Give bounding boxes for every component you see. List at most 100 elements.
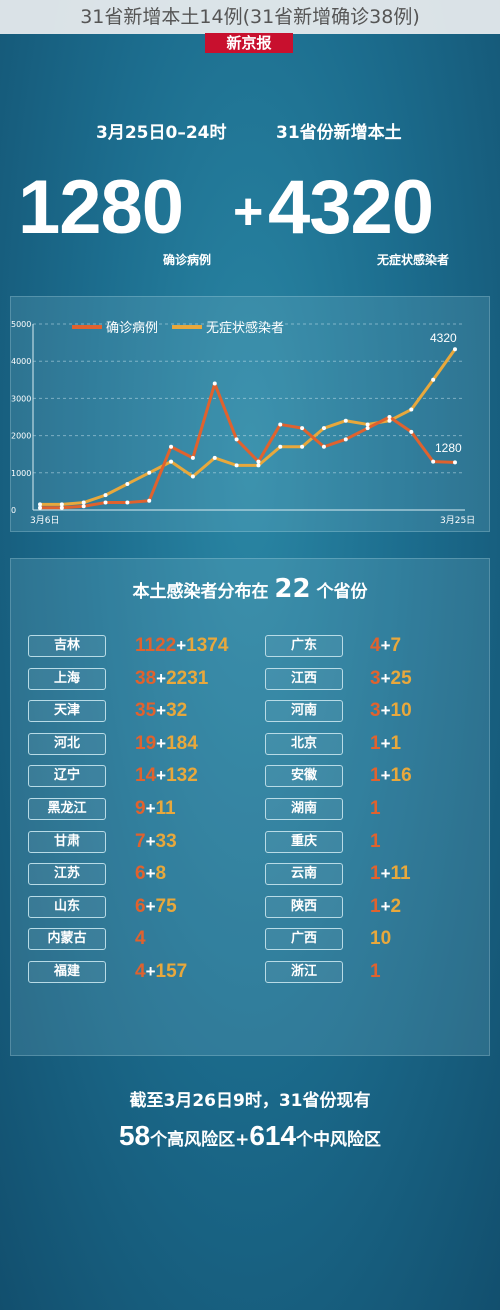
- province-name: 山东: [28, 896, 106, 918]
- confirmed-count: 4: [370, 635, 381, 656]
- data-point-confirmed: [256, 459, 261, 464]
- province-name: 重庆: [265, 831, 343, 853]
- data-point-asymptomatic: [256, 463, 261, 468]
- confirmed-label: 确诊病例: [163, 253, 212, 267]
- plus-sign: +: [380, 669, 391, 688]
- confirmed-count: 1: [370, 798, 381, 819]
- plus-sign: +: [156, 669, 167, 688]
- article-title-banner: 31省新增本土14例(31省新增确诊38例): [0, 0, 500, 34]
- province-name: 天津: [28, 700, 106, 722]
- confirmed-count: 19: [135, 733, 157, 754]
- province-counts: 1+2: [370, 895, 401, 919]
- asymptomatic-count: 75: [155, 896, 177, 917]
- province-counts: 6+8: [135, 862, 166, 886]
- distribution-title: 本土感染者分布在 22 个省份: [0, 574, 500, 604]
- data-point-confirmed: [190, 455, 195, 460]
- asymptomatic-count: 32: [166, 700, 188, 721]
- data-point-asymptomatic: [343, 418, 348, 423]
- confirmed-count: 1: [370, 863, 381, 884]
- province-counts: 4+7: [370, 634, 401, 658]
- headline-date: 3月25日0–24时: [96, 123, 227, 143]
- data-point-confirmed: [300, 426, 305, 431]
- confirmed-total: 1280: [18, 165, 184, 250]
- plus-sign: +: [176, 636, 187, 655]
- asymptomatic-count: 7: [390, 635, 402, 656]
- data-point-asymptomatic: [278, 444, 283, 449]
- asymptomatic-count: 11: [155, 798, 176, 819]
- data-point-confirmed: [169, 444, 174, 449]
- plus-sign: +: [380, 864, 391, 883]
- legend-label-confirmed: 确诊病例: [106, 321, 158, 336]
- province-name: 江苏: [28, 863, 106, 885]
- legend-label-asymptomatic: 无症状感染者: [206, 320, 284, 336]
- asymptomatic-count: 33: [155, 831, 177, 852]
- high-risk-text: 个高风险区+: [150, 1130, 250, 1150]
- headline-subject: 31省份新增本土: [276, 123, 402, 143]
- data-point-confirmed: [278, 422, 283, 427]
- plus-sign: +: [156, 701, 167, 720]
- province-count: 22: [274, 574, 311, 604]
- data-point-asymptomatic: [365, 422, 370, 427]
- data-point-asymptomatic: [212, 455, 217, 460]
- province-name: 江西: [265, 668, 343, 690]
- province-counts: 35+32: [135, 699, 187, 723]
- province-name: 北京: [265, 733, 343, 755]
- plus-sign: +: [145, 832, 156, 851]
- confirmed-count: 3: [370, 668, 381, 689]
- trend-line-chart: 0 1000 2000 3000 4000 5000 确诊病例 无症状感染者 4320 1…: [11, 320, 475, 526]
- data-point-asymptomatic: [59, 502, 64, 507]
- data-point-asymptomatic: [147, 470, 152, 475]
- data-point-confirmed: [59, 505, 64, 510]
- confirmed-count: 7: [135, 831, 146, 852]
- plus-sign: +: [156, 734, 167, 753]
- data-point-confirmed: [365, 426, 370, 431]
- data-point-confirmed: [125, 500, 130, 505]
- province-name: 广西: [265, 928, 343, 950]
- data-point-confirmed: [147, 498, 152, 503]
- province-counts: 7+33: [135, 830, 177, 854]
- asymptomatic-count: 2: [390, 896, 402, 917]
- plus-sign: +: [145, 799, 156, 818]
- mid-risk-text: 个中风险区: [296, 1130, 382, 1150]
- data-point-asymptomatic: [103, 493, 108, 498]
- province-name: 河北: [28, 733, 106, 755]
- high-risk-count: 58: [118, 1120, 151, 1151]
- series-line-asymptomatic: [40, 348, 457, 506]
- province-counts: 4+157: [135, 960, 187, 984]
- confirmed-count: 9: [135, 798, 146, 819]
- y-tick-label: 4000: [11, 357, 31, 366]
- province-name: 甘肃: [28, 831, 106, 853]
- province-counts: 3+25: [370, 667, 412, 691]
- data-point-confirmed: [103, 500, 108, 505]
- plus-sign: +: [145, 962, 156, 981]
- confirmed-count: 4: [135, 928, 146, 949]
- plus-sign: +: [380, 766, 391, 785]
- province-name: 浙江: [265, 961, 343, 983]
- asymptomatic-count: 25: [390, 668, 412, 689]
- y-tick-label: 3000: [11, 394, 31, 403]
- footer-risk-areas: 58个高风险区+614个中风险区: [0, 1120, 500, 1152]
- plus-sign: +: [145, 897, 156, 916]
- province-name: 内蒙古: [28, 928, 106, 950]
- province-counts: 38+2231: [135, 667, 208, 691]
- province-counts: 4: [135, 927, 146, 951]
- series-points: [38, 347, 457, 510]
- province-name: 辽宁: [28, 765, 106, 787]
- province-counts: 1: [370, 960, 381, 984]
- province-counts: 1122+1374: [135, 634, 228, 658]
- province-name: 黑龙江: [28, 798, 106, 820]
- mid-risk-count: 614: [249, 1120, 297, 1151]
- confirmed-count: 3: [370, 700, 381, 721]
- y-tick-labels: 0 1000 2000 3000 4000 5000: [11, 320, 31, 515]
- asymptomatic-count: 2231: [166, 668, 209, 689]
- plus-sign: +: [145, 864, 156, 883]
- asymptomatic-count: 10: [390, 700, 412, 721]
- plus-sign: +: [380, 897, 391, 916]
- confirmed-count: 38: [135, 668, 157, 689]
- data-point-asymptomatic: [409, 407, 414, 412]
- asymptomatic-count: 1: [390, 733, 402, 754]
- province-counts: 1+11: [370, 862, 411, 886]
- asymptomatic-count: 10: [370, 928, 392, 949]
- province-counts: 1: [370, 797, 381, 821]
